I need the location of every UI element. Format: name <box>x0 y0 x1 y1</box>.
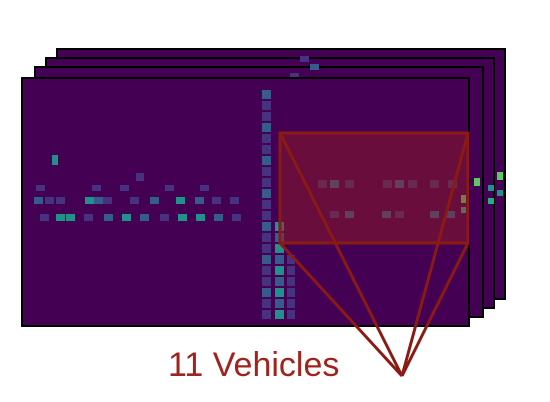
heatmap-cell <box>56 197 65 204</box>
heatmap-cell <box>262 222 271 231</box>
heatmap-cell <box>287 288 295 297</box>
heatmap-cell <box>430 180 439 188</box>
heatmap-cell <box>66 214 75 221</box>
heatmap-cell <box>310 64 319 70</box>
pointer-line <box>400 132 470 377</box>
heatmap-cell <box>461 207 466 213</box>
heatmap-cell <box>330 211 339 218</box>
heatmap-cell <box>262 123 271 132</box>
front-frame-group <box>21 56 503 327</box>
heatmap-cell <box>140 214 149 221</box>
heatmap-cell <box>275 299 284 308</box>
heatmap-cell <box>262 189 271 198</box>
heatmap-cell <box>488 198 494 204</box>
heatmap-cell <box>262 112 271 121</box>
heatmap-cell <box>104 214 113 221</box>
highlight-box <box>278 131 470 245</box>
heatmap-cell <box>200 185 209 191</box>
heatmap-cell <box>262 266 271 275</box>
heatmap-cell <box>262 101 271 110</box>
heatmap-cell <box>230 197 239 204</box>
heatmap-cell <box>290 73 299 79</box>
heatmap-cell <box>430 211 439 218</box>
heatmap-cell <box>497 172 503 180</box>
heatmap-cell <box>488 185 494 191</box>
heatmap-cell <box>40 214 49 221</box>
heatmap-cell <box>262 310 271 319</box>
heatmap-cell <box>497 190 503 196</box>
heatmap-cell <box>103 197 112 204</box>
heatmap-cell <box>275 244 284 253</box>
heatmap-cell <box>178 214 187 221</box>
pointer-line <box>278 241 404 378</box>
heatmap-cell <box>262 167 271 176</box>
heatmap-cell <box>45 197 54 204</box>
heatmap-cell <box>408 180 417 188</box>
heatmap-cell <box>345 211 354 218</box>
pointer-lines <box>278 132 470 378</box>
heatmap-cell <box>136 173 144 181</box>
heatmap-cell <box>395 211 404 218</box>
heatmap-cell <box>287 299 295 308</box>
heatmap-cell <box>160 214 169 221</box>
heatmap-cells <box>34 56 503 319</box>
heatmap-cell <box>262 178 271 187</box>
heatmap-cell <box>446 211 455 218</box>
heatmap-cell <box>287 255 295 264</box>
heatmap-cell <box>262 244 271 253</box>
heatmap-cell <box>214 214 223 221</box>
heatmap-cell <box>262 156 271 165</box>
heatmap-cell <box>275 266 284 275</box>
heatmap-cell <box>56 214 65 221</box>
heatmap-cell <box>275 277 284 286</box>
heatmap-cell <box>130 197 139 204</box>
heatmap-cell <box>395 180 404 188</box>
heatmap-cell <box>262 90 271 99</box>
heatmap-cell <box>275 255 284 264</box>
heatmap-cell <box>448 180 457 188</box>
heatmap-cell <box>94 197 103 204</box>
heatmap-cell <box>34 197 43 204</box>
pointer-line <box>400 242 470 377</box>
heatmap-cell <box>122 214 131 221</box>
heatmap-cell <box>382 211 391 218</box>
heatmap-cell <box>262 134 271 143</box>
heatmap-cell <box>262 200 271 209</box>
heatmap-cell <box>330 180 339 188</box>
heatmap-cell <box>345 180 354 188</box>
heatmap-cell <box>120 185 129 191</box>
heatmap-cell <box>275 288 284 297</box>
heatmap-cell <box>92 185 101 191</box>
heatmap-cell <box>176 197 185 204</box>
heatmap-cell <box>300 56 309 62</box>
heatmap-cell <box>287 266 295 275</box>
heatmap-cell <box>196 214 205 221</box>
heatmap-cell <box>150 197 159 204</box>
heatmap-cell <box>36 185 45 191</box>
heatmap-cell <box>85 197 94 204</box>
heatmap-cell <box>383 180 392 188</box>
vehicle-count-caption: 11 Vehicles <box>168 346 340 384</box>
heatmap-cell <box>212 197 221 204</box>
heatmap-cell <box>318 180 327 188</box>
heatmap-cell <box>262 299 271 308</box>
heatmap-cell <box>84 214 93 221</box>
heatmap-cell <box>262 288 271 297</box>
heatmap-cell <box>461 195 466 203</box>
heatmap-cell <box>275 310 284 319</box>
heatmap-cell <box>195 197 204 204</box>
heatmap-cell <box>52 155 58 165</box>
heatmap-cell <box>287 310 295 319</box>
heatmap-cell <box>262 145 271 154</box>
heatmap-cell <box>232 214 241 221</box>
heatmap-cell <box>262 211 271 220</box>
heatmap-cell <box>165 185 174 191</box>
heatmap-cell <box>262 277 271 286</box>
heatmap-cell <box>474 178 480 186</box>
heatmap-cell <box>262 233 271 242</box>
pointer-line <box>278 132 404 377</box>
heatmap-cell <box>262 255 271 264</box>
heatmap-cell <box>287 277 295 286</box>
